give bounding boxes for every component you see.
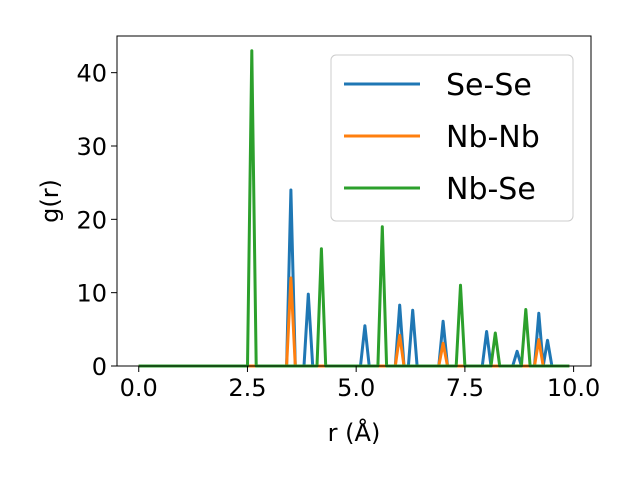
- x-tick-label: 7.5: [446, 374, 484, 402]
- legend-label-se-se: Se-Se: [446, 68, 532, 103]
- series-line-nb-nb: [138, 276, 570, 368]
- legend-label-nb-se: Nb-Se: [446, 172, 536, 207]
- x-tick-label: 10.0: [547, 374, 600, 402]
- y-tick-label: 0: [92, 353, 107, 381]
- x-tick-label: 5.0: [337, 374, 375, 402]
- legend: Se-Se Nb-Nb Nb-Se: [330, 54, 574, 222]
- legend-label-nb-nb: Nb-Nb: [446, 120, 540, 155]
- legend-box: [330, 54, 574, 222]
- plot-frame: [116, 35, 592, 367]
- x-axis-label: r (Å): [328, 418, 381, 447]
- x-tick-label: 0.0: [120, 374, 158, 402]
- y-tick-label: 30: [76, 133, 107, 161]
- y-axis-label: g(r): [36, 179, 64, 223]
- y-tick-label: 20: [76, 206, 107, 234]
- x-tick-label: 2.5: [228, 374, 266, 402]
- y-axis: 0 10 20 30 40: [76, 60, 117, 381]
- y-tick-label: 40: [76, 60, 107, 88]
- y-tick-label: 10: [76, 280, 107, 308]
- x-axis: 0.0 2.5 5.0 7.5 10.0: [120, 366, 600, 402]
